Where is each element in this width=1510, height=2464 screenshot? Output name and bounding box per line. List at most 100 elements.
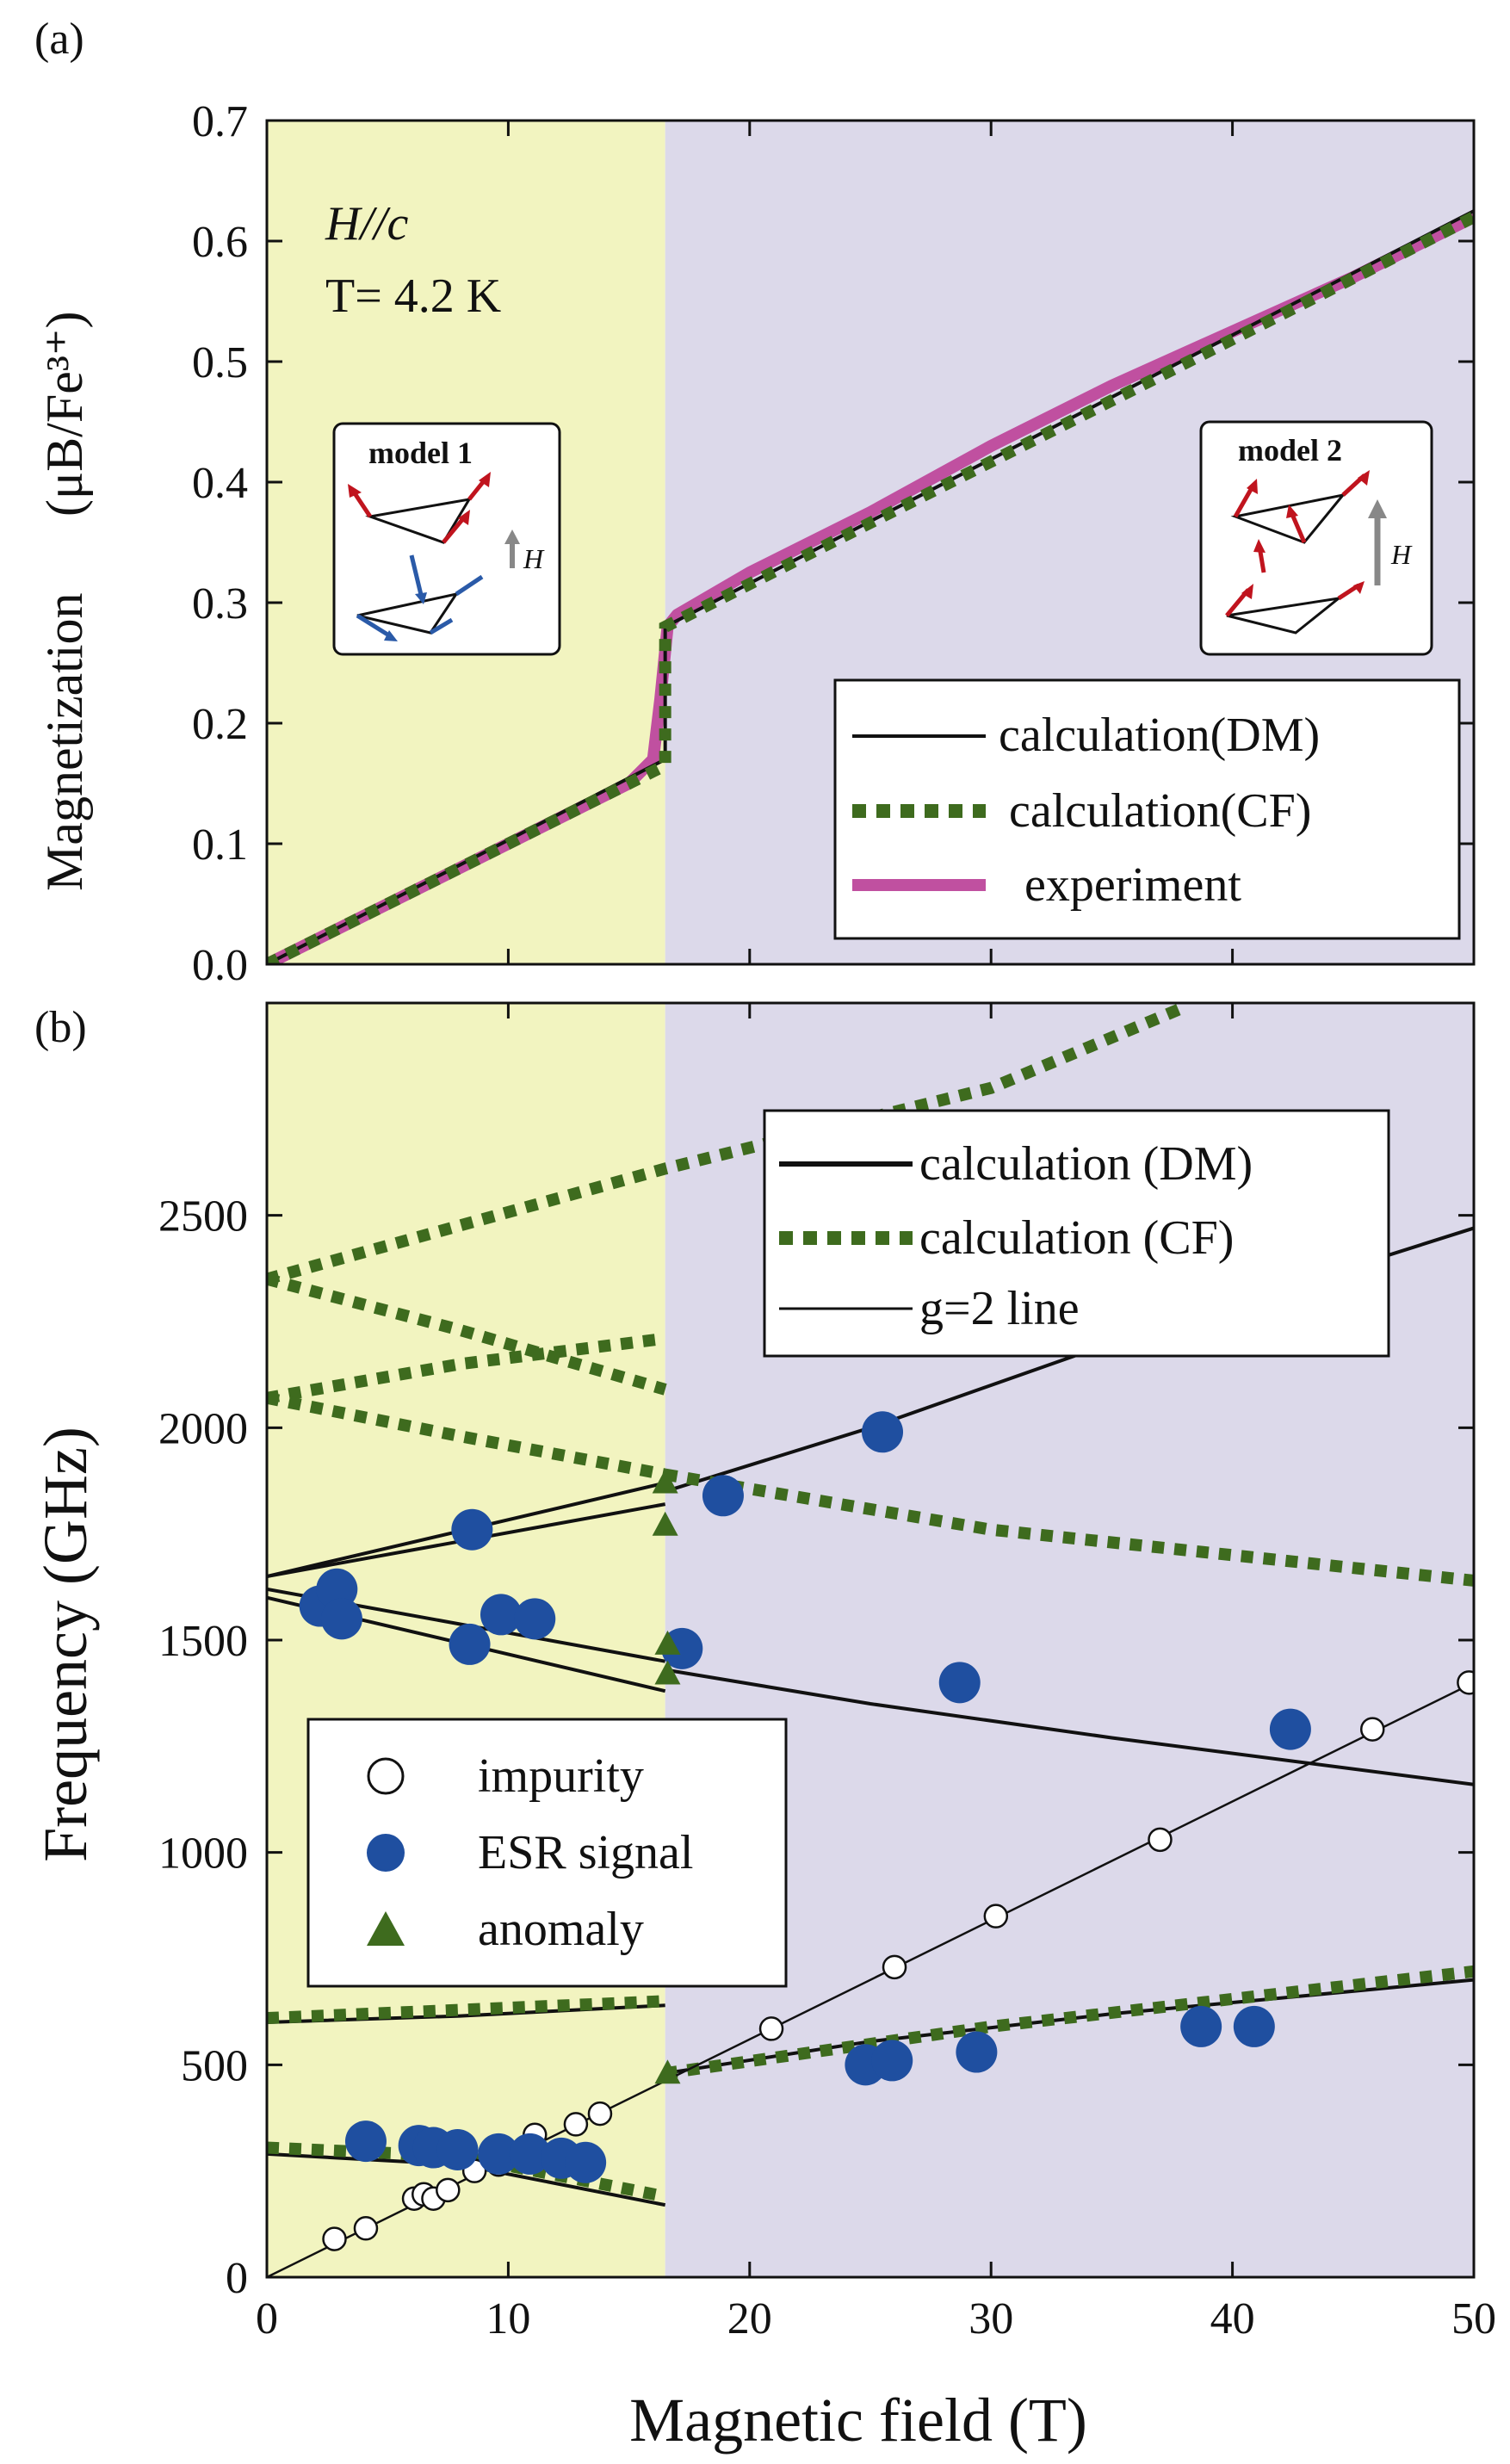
- impurity-point: [758, 2016, 784, 2041]
- panel-a-y-tick-label: 0.5: [192, 338, 248, 387]
- line-b-calculation-cf--4: [664, 1468, 1474, 1587]
- anomaly-point: [652, 1469, 678, 1494]
- model-1-title: model 1: [368, 436, 473, 470]
- legend-anomaly-label: anomaly: [478, 1903, 644, 1956]
- panel-a-y-tick-label: 0.3: [192, 579, 248, 628]
- esr-point: [478, 2133, 520, 2175]
- panel-a-y-tick-label: 0.7: [192, 97, 248, 146]
- impurity-point: [1359, 1717, 1385, 1742]
- model-2-field-label: H: [1390, 539, 1413, 570]
- impurity-point: [1148, 1827, 1173, 1853]
- x-tick-label: 40: [1210, 2294, 1255, 2343]
- legend-esr-marker: [367, 1834, 405, 1872]
- esr-point: [320, 1598, 362, 1640]
- legend-b-label-g2: g=2 line: [919, 1282, 1080, 1335]
- impurity-point: [353, 2216, 379, 2241]
- esr-point: [565, 2141, 607, 2183]
- legend-esr-label: ESR signal: [478, 1826, 693, 1879]
- esr-point: [344, 2120, 387, 2163]
- esr-point: [436, 2129, 479, 2170]
- legend-b-label-dm: calculation (DM): [919, 1137, 1253, 1191]
- line-b-calculation-cf--0: [267, 1003, 1187, 1285]
- panel-b-y-tick-label: 1500: [158, 1617, 248, 1666]
- model-1-inset: model 1 H: [332, 422, 561, 656]
- panel-a-chart: 0.0 0.1 0.2 0.3 0.4 0.5 0.6 0.7 (a) Magnetizati…: [34, 15, 1476, 990]
- x-tick-label: 20: [727, 2294, 772, 2343]
- panel-b-y-tick-label: 2000: [158, 1404, 248, 1453]
- anomaly-point: [654, 2059, 681, 2084]
- impurity-point: [983, 1904, 1009, 1928]
- esr-point: [661, 1627, 703, 1669]
- legend-a-label-exp: experiment: [1024, 858, 1241, 912]
- y-axis-label-unit: (μB/Fe³⁺): [36, 312, 93, 517]
- panel-b-y-tick-label: 2500: [158, 1192, 248, 1241]
- panel-b-y-axis-label: Frequency (GHz): [31, 1427, 100, 1862]
- line-b-calculation-dm--6: [267, 2003, 665, 2024]
- panel-b-line-legend-box: [763, 1109, 1390, 1358]
- x-tick-label: 50: [1451, 2294, 1496, 2343]
- esr-point: [480, 1594, 522, 1636]
- esr-point: [514, 1598, 556, 1640]
- panel-b-y-tick-label: 500: [181, 2041, 248, 2090]
- esr-point: [702, 1475, 744, 1517]
- panel-a-y-axis-label: Magnetization (μB/Fe³⁺): [36, 312, 93, 891]
- legend-a-label-cf: calculation(CF): [1009, 784, 1311, 838]
- panel-a-legend-box: [833, 678, 1461, 940]
- x-tick-label: 10: [486, 2294, 530, 2343]
- panel-a-y-tick-label: 0.2: [192, 700, 248, 749]
- model-2-spin-diagram: [1225, 470, 1370, 635]
- esr-point: [938, 1662, 981, 1704]
- panel-a-y-tick-label: 0.4: [192, 459, 248, 508]
- model-1-field-label: H: [523, 543, 545, 574]
- model-2-field-arrow-icon: [1368, 499, 1387, 585]
- line-b-calculation-cf--7: [664, 1965, 1474, 2080]
- x-tick-label: 0: [256, 2294, 278, 2343]
- panel-b-y-tick-label: 0: [226, 2254, 248, 2303]
- legend-impurity-label: impurity: [478, 1749, 644, 1803]
- panel-a-y-tick-label: 0.6: [192, 218, 248, 267]
- esr-point: [862, 1411, 904, 1453]
- model-2-title: model 2: [1238, 433, 1342, 467]
- model-2-box: [1199, 420, 1433, 656]
- impurity-point: [322, 2226, 347, 2251]
- temperature-note: T= 4.2 K: [325, 269, 501, 323]
- line-b-calculation-cf--3: [267, 1391, 666, 1481]
- impurity-point: [1457, 1670, 1474, 1695]
- panel-a-y-tick-label: 0.1: [192, 820, 248, 870]
- line-b-calculation-cf--1: [267, 1272, 667, 1396]
- panel-b-point-legend: impurity ESR signal anomaly: [306, 1718, 788, 1988]
- y-axis-label-main: Magnetization: [36, 592, 93, 891]
- esr-point: [509, 2133, 551, 2175]
- line-b-calculation-dm--5: [665, 1668, 1474, 1786]
- legend-anomaly-marker: [367, 1911, 405, 1946]
- esr-point: [1233, 2005, 1275, 2047]
- impurity-point: [587, 2101, 613, 2127]
- esr-point: [1269, 1708, 1311, 1750]
- esr-point: [1180, 2005, 1222, 2047]
- y-axis-label-frequency: Frequency (GHz): [31, 1427, 100, 1862]
- model-1-spin-diagram: [348, 472, 491, 641]
- x-tick-label: 30: [969, 2294, 1013, 2343]
- panel-b-label: (b): [34, 1003, 87, 1052]
- anomaly-point: [654, 1660, 681, 1685]
- panel-b-line-legend: calculation (DM) calculation (CF) g=2 li…: [763, 1109, 1390, 1358]
- esr-point: [956, 2031, 998, 2073]
- legend-a-label-dm: calculation(DM): [999, 709, 1320, 762]
- series-a-calculation-cf-: [267, 211, 1474, 964]
- impurity-point: [882, 1954, 907, 1980]
- esr-point: [449, 1623, 491, 1665]
- legend-b-label-cf: calculation (CF): [919, 1211, 1234, 1265]
- esr-point: [451, 1508, 493, 1551]
- legend-impurity-marker: [367, 1757, 405, 1795]
- panel-a-legend: calculation(DM) calculation(CF) experime…: [833, 678, 1461, 940]
- model-1-field-arrow-icon: [504, 529, 520, 568]
- impurity-point: [436, 2177, 461, 2203]
- panel-a-y-tick-label: 0.0: [192, 941, 248, 990]
- esr-point: [871, 2040, 913, 2082]
- impurity-point: [563, 2112, 589, 2137]
- panel-b-y-tick-label: 1000: [158, 1829, 248, 1879]
- panel-a-frame: [265, 119, 1476, 966]
- x-axis-label-field: Magnetic field (T): [629, 2386, 1087, 2455]
